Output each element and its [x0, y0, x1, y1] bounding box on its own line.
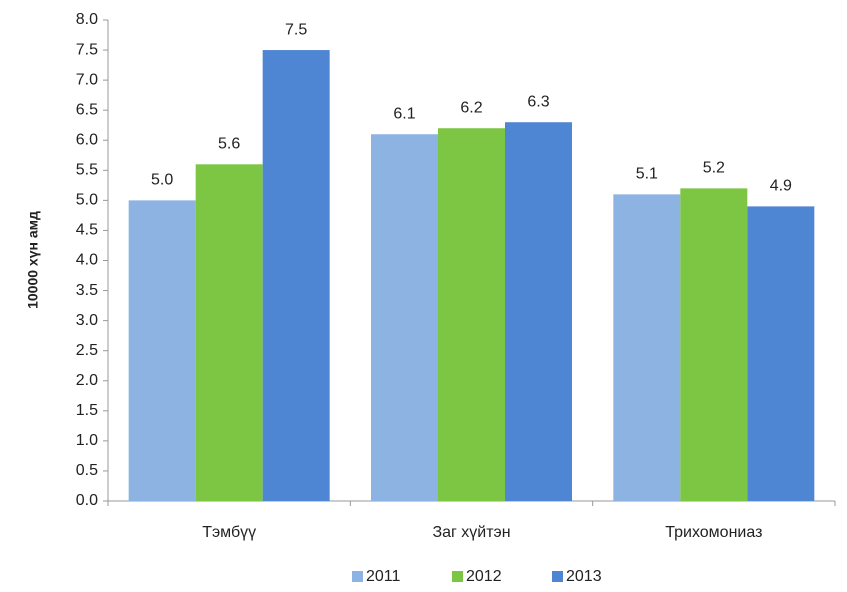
- y-tick-label: 1.5: [76, 402, 98, 419]
- bar: [128, 200, 196, 501]
- bar: [195, 164, 263, 502]
- value-label: 6.2: [460, 99, 482, 116]
- value-label: 6.1: [393, 105, 415, 122]
- y-tick-label: 0.5: [76, 462, 98, 479]
- bar: [747, 206, 815, 501]
- legend-swatch: [452, 571, 463, 582]
- y-tick-label: 6.5: [76, 101, 98, 118]
- x-tick-label: Трихомониаз: [665, 524, 762, 541]
- bar: [613, 194, 681, 502]
- bar: [680, 188, 748, 501]
- y-tick-label: 6.0: [76, 131, 98, 148]
- y-tick-label: 5.0: [76, 192, 98, 209]
- y-tick-label: 2.5: [76, 342, 98, 359]
- value-label: 5.0: [151, 172, 173, 189]
- y-tick-label: 3.5: [76, 282, 98, 299]
- y-tick-label: 1.0: [76, 432, 98, 449]
- value-label: 7.5: [285, 21, 307, 38]
- y-tick-label: 4.0: [76, 252, 98, 269]
- y-tick-label: 0.0: [76, 492, 98, 509]
- legend-label: 2012: [466, 568, 502, 585]
- x-tick-label: Заг хүйтэн: [432, 524, 510, 541]
- y-tick-label: 5.5: [76, 162, 98, 179]
- legend-swatch: [352, 571, 363, 582]
- y-tick-label: 4.5: [76, 222, 98, 239]
- y-tick-label: 2.0: [76, 372, 98, 389]
- bar: [371, 134, 438, 502]
- value-label: 5.1: [636, 166, 658, 183]
- value-label: 5.2: [703, 160, 725, 177]
- y-tick-label: 7.5: [76, 41, 98, 58]
- bar: [505, 122, 572, 502]
- y-tick-label: 8.0: [76, 11, 98, 28]
- y-tick-label: 7.0: [76, 71, 98, 88]
- legend-swatch: [552, 571, 563, 582]
- bar: [438, 128, 505, 501]
- bar: [262, 50, 330, 501]
- x-tick-label: Тэмбүү: [202, 524, 256, 541]
- value-label: 4.9: [770, 178, 792, 195]
- y-axis-label: 10000 хүн амд: [25, 211, 41, 309]
- value-label: 6.3: [527, 93, 549, 110]
- y-tick-label: 3.0: [76, 312, 98, 329]
- legend-label: 2013: [566, 568, 602, 585]
- legend-label: 2011: [366, 568, 401, 585]
- value-label: 5.6: [218, 136, 240, 153]
